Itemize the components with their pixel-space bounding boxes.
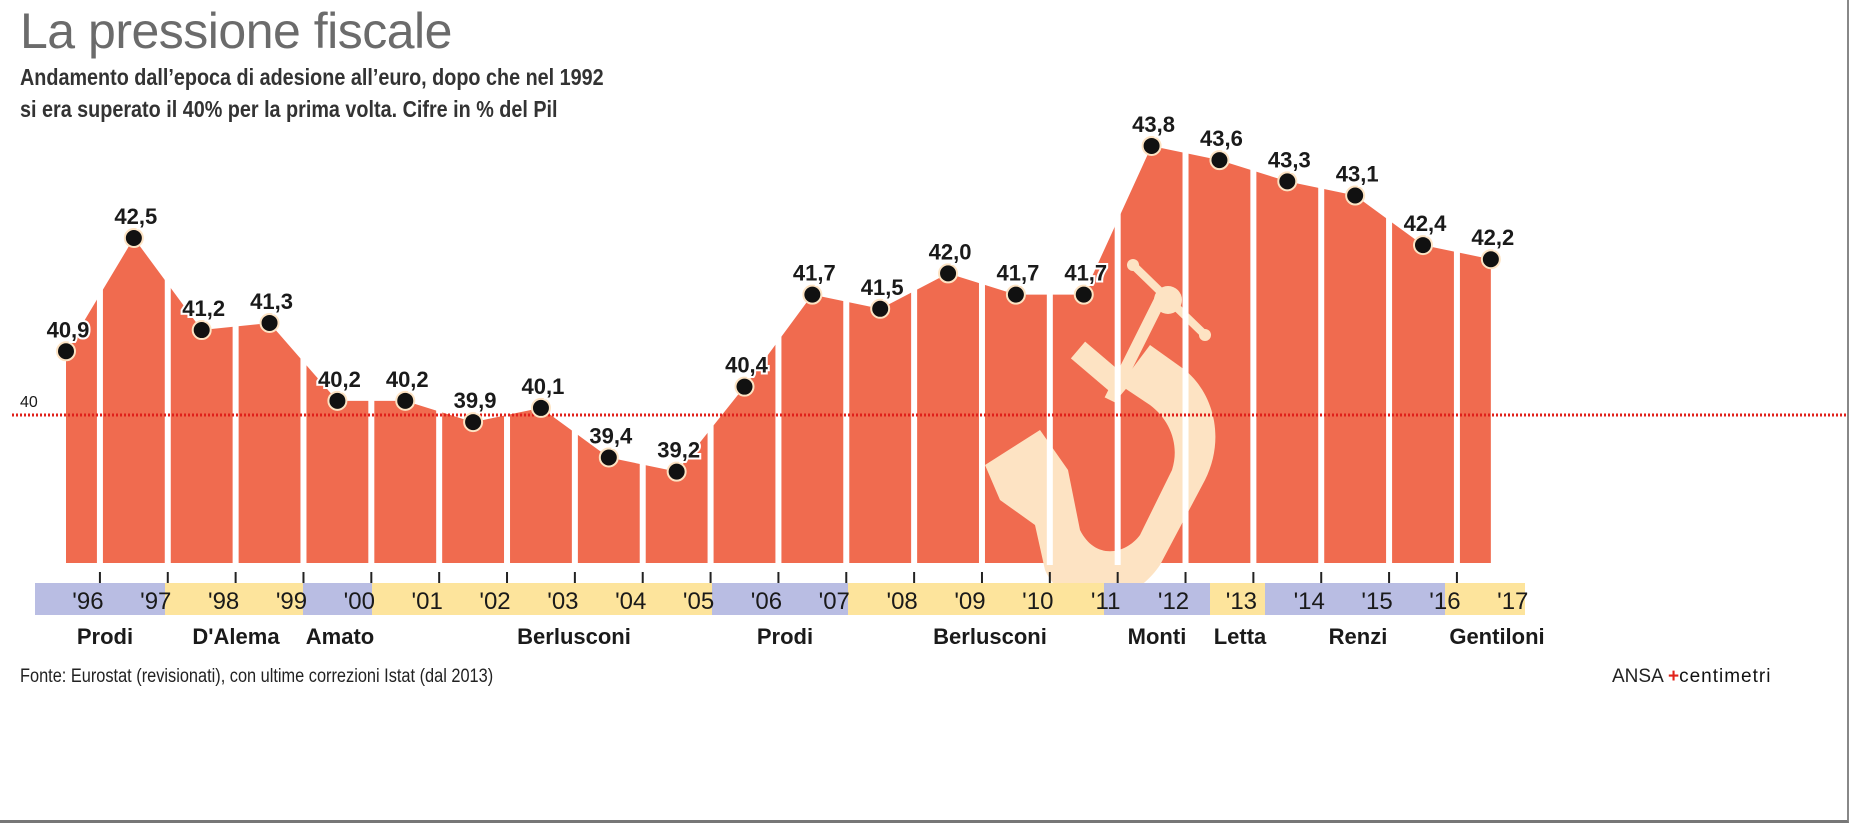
data-point xyxy=(1141,135,1162,156)
government-band xyxy=(372,583,712,615)
government-label: Amato xyxy=(306,624,374,649)
data-label: 40,2 xyxy=(386,367,429,392)
data-point xyxy=(191,320,212,341)
government-band xyxy=(165,583,303,615)
data-label: 41,7 xyxy=(793,261,836,286)
data-label: 42,0 xyxy=(929,239,972,264)
data-point xyxy=(530,397,551,418)
data-point xyxy=(1005,284,1026,305)
data-label: 40,1 xyxy=(522,374,565,399)
x-tick-label: '97 xyxy=(140,588,171,615)
subtitle-line-2: si era superato il 40% per la prima volt… xyxy=(20,96,558,122)
centimetri-logo-icon: + xyxy=(1667,666,1680,687)
government-label: Letta xyxy=(1214,624,1267,649)
x-tick-label: '10 xyxy=(1022,588,1053,615)
data-point xyxy=(870,298,891,319)
government-band xyxy=(1210,583,1265,615)
data-point xyxy=(1209,150,1230,171)
data-point xyxy=(1413,235,1433,256)
data-label: 40,2 xyxy=(318,367,361,392)
x-tick-label: '17 xyxy=(1497,588,1528,615)
data-label: 42,4 xyxy=(1404,211,1448,236)
data-point xyxy=(1480,249,1501,270)
data-label: 43,1 xyxy=(1336,162,1379,187)
credit: ANSA +centimetri xyxy=(1612,666,1771,688)
data-label: 42,2 xyxy=(1471,225,1514,250)
x-tick-label: '05 xyxy=(683,588,714,615)
data-point xyxy=(259,312,280,333)
x-tick-label: '12 xyxy=(1158,588,1189,615)
data-label: 41,7 xyxy=(1064,261,1107,286)
x-tick-label: '14 xyxy=(1294,588,1325,615)
source-note: Fonte: Eurostat (revisionati), con ultim… xyxy=(20,666,494,687)
x-tick-label: '03 xyxy=(547,588,578,615)
government-band xyxy=(712,583,848,615)
government-label: D'Alema xyxy=(192,624,280,649)
government-band xyxy=(848,583,1104,615)
reference-line-label: 40 xyxy=(20,394,38,411)
credit-brand: centimetri xyxy=(1679,666,1772,687)
data-point xyxy=(56,341,76,362)
x-tick-label: '02 xyxy=(479,588,510,615)
x-tick-label: '16 xyxy=(1429,588,1460,615)
x-tick-label: '11 xyxy=(1091,588,1121,615)
data-label: 39,4 xyxy=(589,423,633,448)
government-label: Prodi xyxy=(757,624,813,649)
data-point xyxy=(327,390,348,411)
government-label: Gentiloni xyxy=(1449,624,1544,649)
data-label: 43,3 xyxy=(1268,147,1311,172)
government-label: Prodi xyxy=(77,624,133,649)
subtitle-line-1: Andamento dall’epoca di adesione all’eur… xyxy=(20,64,604,90)
data-point xyxy=(598,447,619,468)
chart-title: La pressione fiscale xyxy=(20,3,452,59)
x-tick-label: '13 xyxy=(1226,588,1257,615)
x-tick-label: '04 xyxy=(615,588,646,615)
data-label: 41,2 xyxy=(182,296,225,321)
data-point xyxy=(1345,185,1366,206)
x-tick-label: '08 xyxy=(886,588,917,615)
government-label: Berlusconi xyxy=(933,624,1047,649)
data-label: 39,2 xyxy=(657,438,700,463)
data-point xyxy=(734,376,755,397)
government-band xyxy=(1104,583,1210,615)
data-label: 40,9 xyxy=(47,317,90,342)
x-tick-label: '06 xyxy=(751,588,782,615)
data-label: 41,7 xyxy=(996,261,1039,286)
x-tick-label: '98 xyxy=(208,588,239,615)
government-label: Berlusconi xyxy=(517,624,631,649)
data-label: 43,8 xyxy=(1132,112,1175,137)
credit-agency: ANSA xyxy=(1612,666,1663,687)
government-label: Monti xyxy=(1128,624,1187,649)
data-label: 40,4 xyxy=(725,353,769,378)
government-band xyxy=(303,583,372,615)
government-band xyxy=(1265,583,1445,615)
data-point xyxy=(1277,171,1298,192)
data-label: 41,5 xyxy=(861,275,904,300)
government-label: Renzi xyxy=(1329,624,1388,649)
x-tick-label: '00 xyxy=(344,588,375,615)
x-tick-label: '96 xyxy=(72,588,103,615)
data-point xyxy=(1073,284,1094,305)
government-band xyxy=(35,583,165,615)
data-label: 39,9 xyxy=(454,388,497,413)
data-point xyxy=(666,461,687,482)
data-label: 42,5 xyxy=(114,204,157,229)
x-tick-label: '09 xyxy=(954,588,985,615)
x-tick-label: '01 xyxy=(412,588,443,615)
x-tick-label: '07 xyxy=(819,588,850,615)
data-label: 43,6 xyxy=(1200,126,1243,151)
data-point xyxy=(395,390,416,411)
government-band xyxy=(1445,583,1525,615)
data-point xyxy=(463,412,484,433)
x-tick-label: '99 xyxy=(276,588,307,615)
x-tick-label: '15 xyxy=(1361,588,1392,615)
data-point xyxy=(938,263,959,284)
data-label: 41,3 xyxy=(250,289,293,314)
data-point xyxy=(123,228,144,248)
data-point xyxy=(802,284,823,305)
